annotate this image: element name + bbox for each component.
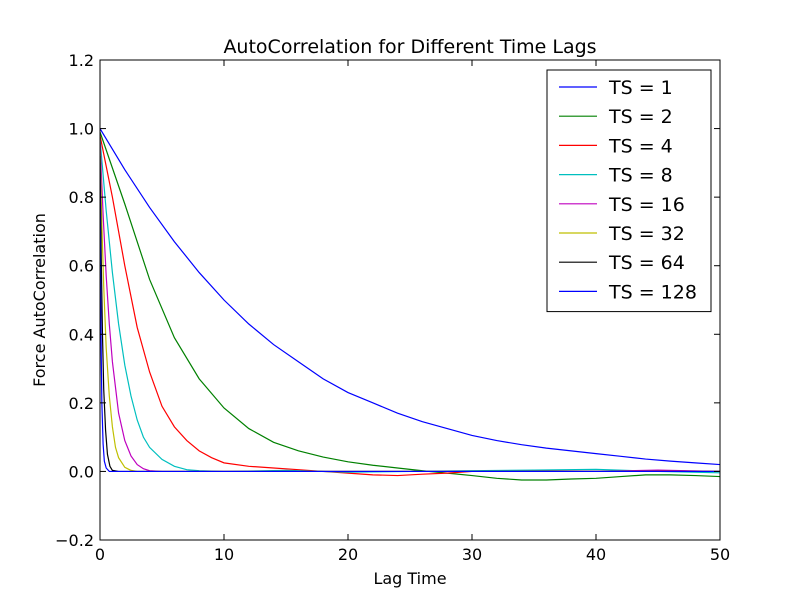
- legend-label-2: TS = 4: [608, 135, 673, 157]
- x-tick-label-2: 20: [338, 545, 358, 564]
- x-axis-label: Lag Time: [373, 569, 446, 588]
- y-tick-label-2: 0.2: [69, 394, 94, 413]
- series-line-1: [100, 131, 720, 481]
- x-tick-label-4: 40: [586, 545, 606, 564]
- legend-label-0: TS = 1: [608, 77, 673, 99]
- legend-label-6: TS = 64: [608, 252, 685, 274]
- y-tick-label-3: 0.4: [69, 325, 94, 344]
- legend-box: [546, 69, 712, 313]
- x-tick-label-0: 0: [95, 545, 105, 564]
- y-tick-label-0: −0.2: [55, 531, 94, 550]
- tick-layer: 0 10 20 30 40 50 −0.2 0.0 0.2 0.4 0.6 0.8 1.0 1.2: [55, 51, 730, 564]
- legend-label-1: TS = 2: [608, 106, 673, 128]
- x-tick-label-3: 30: [462, 545, 482, 564]
- series-line-3: [100, 138, 720, 474]
- legend: TS = 1 TS = 2 TS = 4 TS = 8 TS = 16 TS = 32 TS…: [546, 69, 712, 313]
- plot-frame: [99, 59, 721, 541]
- legend-label-4: TS = 16: [608, 194, 685, 216]
- series-layer: [100, 128, 720, 481]
- chart-title: AutoCorrelation for Different Time Lags: [223, 36, 596, 58]
- y-tick-label-4: 0.6: [69, 257, 94, 276]
- series-line-0: [100, 128, 720, 466]
- legend-label-5: TS = 32: [608, 223, 685, 245]
- y-axis-label: Force AutoCorrelation: [30, 213, 49, 387]
- legend-label-3: TS = 8: [608, 165, 673, 187]
- x-tick-label-5: 50: [710, 545, 730, 564]
- legend-label-7: TS = 128: [608, 281, 697, 303]
- y-tick-label-5: 0.8: [69, 188, 94, 207]
- x-tick-label-1: 10: [214, 545, 234, 564]
- y-tick-label-7: 1.2: [69, 51, 94, 70]
- y-tick-label-1: 0.0: [69, 462, 94, 481]
- y-tick-label-6: 1.0: [69, 120, 94, 139]
- series-line-7: [100, 162, 720, 473]
